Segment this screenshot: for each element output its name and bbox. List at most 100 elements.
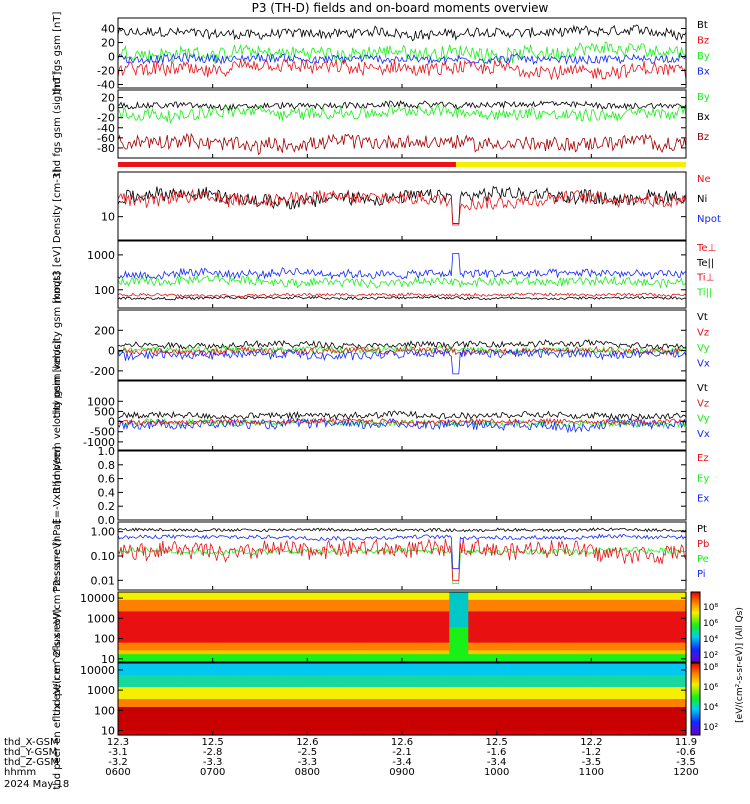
spectrogram-cell bbox=[562, 642, 573, 648]
spectrogram-cell bbox=[572, 623, 583, 628]
spectrogram-cell bbox=[667, 630, 678, 636]
spectrogram-cell bbox=[231, 695, 242, 700]
y-tick-label: 10 bbox=[101, 211, 115, 224]
spectrogram-cell bbox=[165, 731, 176, 736]
spectrogram-cell bbox=[212, 623, 223, 628]
spectrogram-cell bbox=[648, 699, 659, 704]
spectrogram-cell bbox=[146, 675, 157, 680]
spectrogram-cell bbox=[146, 599, 157, 605]
spectrogram-cell bbox=[307, 615, 318, 620]
spectrogram-cell bbox=[667, 642, 678, 648]
colorbar-tick-label: 10⁸ bbox=[703, 603, 718, 613]
spectrogram-cell bbox=[600, 711, 611, 716]
spectrogram-cell bbox=[600, 679, 611, 684]
spectrogram-cell bbox=[449, 727, 460, 732]
spectrogram-cell bbox=[118, 723, 129, 728]
spectrogram-cell bbox=[345, 675, 356, 680]
spectrogram-cell bbox=[600, 658, 611, 663]
spectrogram-cell bbox=[297, 707, 308, 712]
spectrogram-cell bbox=[373, 683, 384, 688]
spectrogram-cell bbox=[553, 646, 564, 651]
spectrogram-cell bbox=[307, 663, 318, 668]
spectrogram-cell bbox=[326, 675, 337, 680]
spectrogram-cell bbox=[629, 658, 640, 663]
spectrogram-cell bbox=[553, 719, 564, 724]
spectrogram-cell bbox=[496, 711, 507, 716]
spectrogram-cell bbox=[657, 658, 668, 663]
spectrogram-cell bbox=[619, 707, 630, 712]
legend-entry-2: Bz bbox=[697, 36, 709, 47]
spectrogram-cell bbox=[373, 603, 384, 609]
spectrogram-cell bbox=[562, 638, 573, 644]
spectrogram-cell bbox=[439, 658, 450, 663]
spectrogram-cell bbox=[525, 611, 536, 616]
spectrogram-cell bbox=[657, 630, 668, 636]
spectrogram-cell bbox=[212, 615, 223, 620]
spectrogram-cell bbox=[402, 679, 413, 684]
spectrogram-cell bbox=[534, 615, 545, 620]
spectrogram-cell bbox=[562, 727, 573, 732]
spectrogram-cell bbox=[364, 727, 375, 732]
spectrogram-cell bbox=[364, 634, 375, 640]
spectrogram-cell bbox=[562, 595, 573, 601]
spectrogram-cell bbox=[449, 699, 460, 704]
spectrogram-cell bbox=[118, 634, 129, 640]
spectrogram-cell bbox=[174, 603, 185, 609]
spectrogram-cell bbox=[402, 646, 413, 651]
series-line-Bx bbox=[117, 52, 687, 65]
spectrogram-cell bbox=[345, 671, 356, 676]
spectrogram-cell bbox=[269, 595, 280, 601]
spectrogram-cell bbox=[420, 619, 431, 624]
spectrogram-cell bbox=[411, 623, 422, 628]
spectrogram-cell bbox=[278, 691, 289, 696]
spectrogram-cell bbox=[222, 595, 233, 601]
spectrogram-cell bbox=[174, 615, 185, 620]
spectrogram-cell bbox=[250, 654, 261, 659]
spectrogram-cell bbox=[165, 595, 176, 601]
spectrogram-cell bbox=[118, 642, 129, 648]
spectrogram-cell bbox=[383, 671, 394, 676]
spectrogram-cell bbox=[278, 627, 289, 632]
spectrogram-cell bbox=[288, 611, 299, 616]
spectrogram-cell bbox=[373, 638, 384, 644]
spectrogram-cell bbox=[364, 671, 375, 676]
spectrogram-cell bbox=[260, 667, 271, 672]
spectrogram-cell bbox=[610, 679, 621, 684]
spectrogram-cell bbox=[392, 699, 403, 704]
spectrogram-cell bbox=[496, 646, 507, 651]
spectrogram-cell bbox=[260, 683, 271, 688]
legend-entry-3: Bz bbox=[697, 132, 709, 143]
spectrogram-cell bbox=[629, 675, 640, 680]
spectrogram-cell bbox=[326, 627, 337, 632]
spectrogram-cell bbox=[562, 611, 573, 616]
spectrogram-cell bbox=[212, 723, 223, 728]
spectrogram-cell bbox=[496, 663, 507, 668]
spectrogram-cell bbox=[278, 642, 289, 648]
spectrogram-cell bbox=[203, 650, 214, 655]
spectrogram-cell bbox=[657, 623, 668, 628]
spectrogram-cell bbox=[667, 723, 678, 728]
spectrogram-cell bbox=[487, 671, 498, 676]
spectrogram-cell bbox=[203, 723, 214, 728]
spectrogram-cell bbox=[648, 671, 659, 676]
spectrogram-cell bbox=[155, 615, 166, 620]
spectrogram-cell bbox=[496, 675, 507, 680]
spectrogram-cell bbox=[657, 699, 668, 704]
spectrogram-cell bbox=[392, 695, 403, 700]
spectrogram-cell bbox=[657, 723, 668, 728]
spectrogram-cell bbox=[553, 599, 564, 605]
spectrogram-cell bbox=[534, 654, 545, 659]
spectrogram-cell bbox=[165, 723, 176, 728]
spectrogram-cell bbox=[468, 634, 479, 640]
spectrogram-cell bbox=[610, 699, 621, 704]
spectrogram-cell bbox=[326, 634, 337, 640]
spectrogram-cell bbox=[184, 627, 195, 632]
spectrogram-cell bbox=[392, 723, 403, 728]
spectrogram-cell bbox=[241, 675, 252, 680]
spectrogram-cell bbox=[420, 723, 431, 728]
spectrogram-cell bbox=[345, 607, 356, 613]
spectrogram-cell bbox=[591, 650, 602, 655]
spectrogram-cell bbox=[657, 607, 668, 613]
